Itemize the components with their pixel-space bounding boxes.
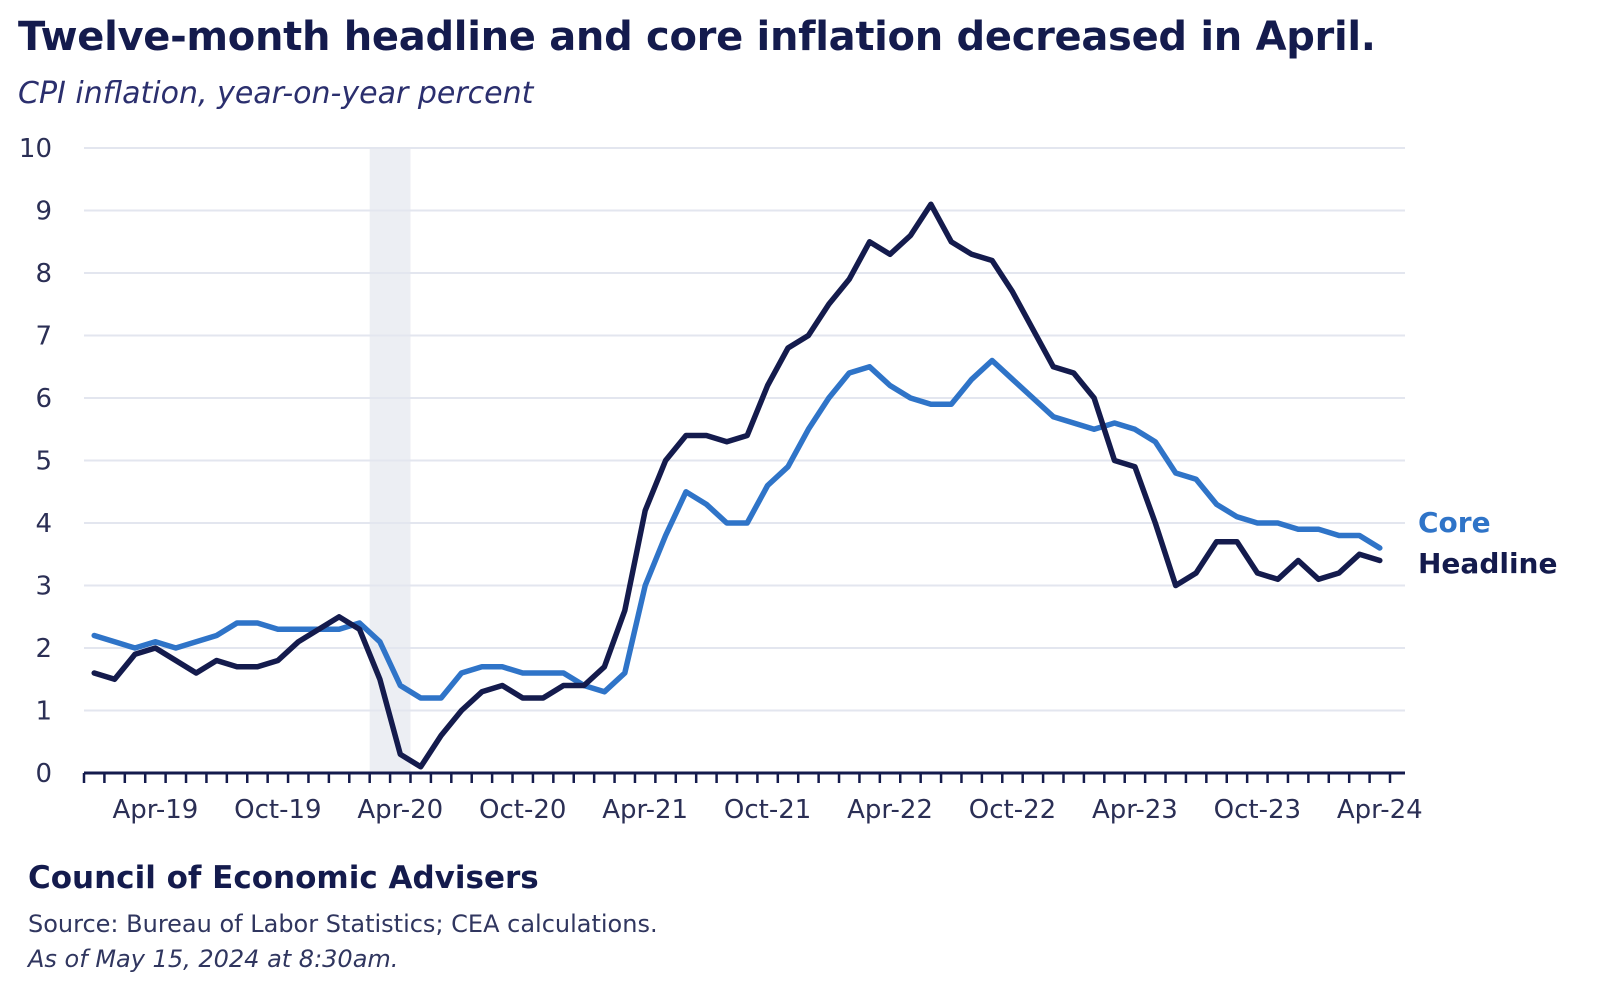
chart-title: Twelve-month headline and core inflation…	[18, 14, 1376, 60]
y-tick-label: 3	[35, 572, 52, 602]
y-tick-label: 7	[35, 322, 52, 352]
y-tick-label: 10	[19, 134, 52, 164]
x-tick-label: Apr-20	[357, 795, 443, 825]
x-tick-label: Apr-24	[1337, 795, 1423, 825]
y-tick-label: 4	[35, 509, 52, 539]
legend-label-headline: Headline	[1418, 547, 1557, 580]
y-tick-label: 5	[35, 447, 52, 477]
legend: Core Headline	[1418, 506, 1557, 580]
series-line-core	[91, 357, 1383, 701]
x-tick-label: Apr-22	[847, 795, 933, 825]
x-tick-label: Oct-21	[724, 795, 811, 825]
footer-organization: Council of Economic Advisers	[28, 860, 539, 896]
x-tick-label: Oct-20	[479, 795, 566, 825]
y-tick-label: 9	[35, 197, 52, 227]
x-tick-label: Oct-23	[1214, 795, 1301, 825]
footer-source: Source: Bureau of Labor Statistics; CEA …	[28, 910, 658, 938]
chart-subtitle: CPI inflation, year-on-year percent	[18, 76, 534, 111]
x-tick-label: Oct-22	[969, 795, 1056, 825]
x-tick-label: Apr-21	[602, 795, 688, 825]
y-axis-tick-labels: 0 1 2 3 4 5 6 7 8 9 10	[19, 134, 52, 789]
x-tick-label: Oct-19	[234, 795, 321, 825]
footer-as-of: As of May 15, 2024 at 8:30am.	[28, 945, 399, 973]
y-tick-label: 1	[35, 697, 52, 727]
x-axis-tick-labels: Apr-19 Oct-19 Apr-20 Oct-20 Apr-21 Oct-21 Apr-…	[113, 795, 1423, 825]
y-tick-label: 2	[35, 634, 52, 664]
legend-label-core: Core	[1418, 506, 1491, 539]
y-tick-label: 0	[35, 759, 52, 789]
x-axis	[82, 771, 1405, 783]
y-tick-label: 8	[35, 259, 52, 289]
series-line-headline	[91, 201, 1383, 770]
x-tick-label: Apr-23	[1092, 795, 1178, 825]
series-lines	[91, 201, 1383, 770]
x-tick-label: Apr-19	[113, 795, 199, 825]
y-tick-label: 6	[35, 384, 52, 414]
gridlines	[84, 147, 1405, 712]
